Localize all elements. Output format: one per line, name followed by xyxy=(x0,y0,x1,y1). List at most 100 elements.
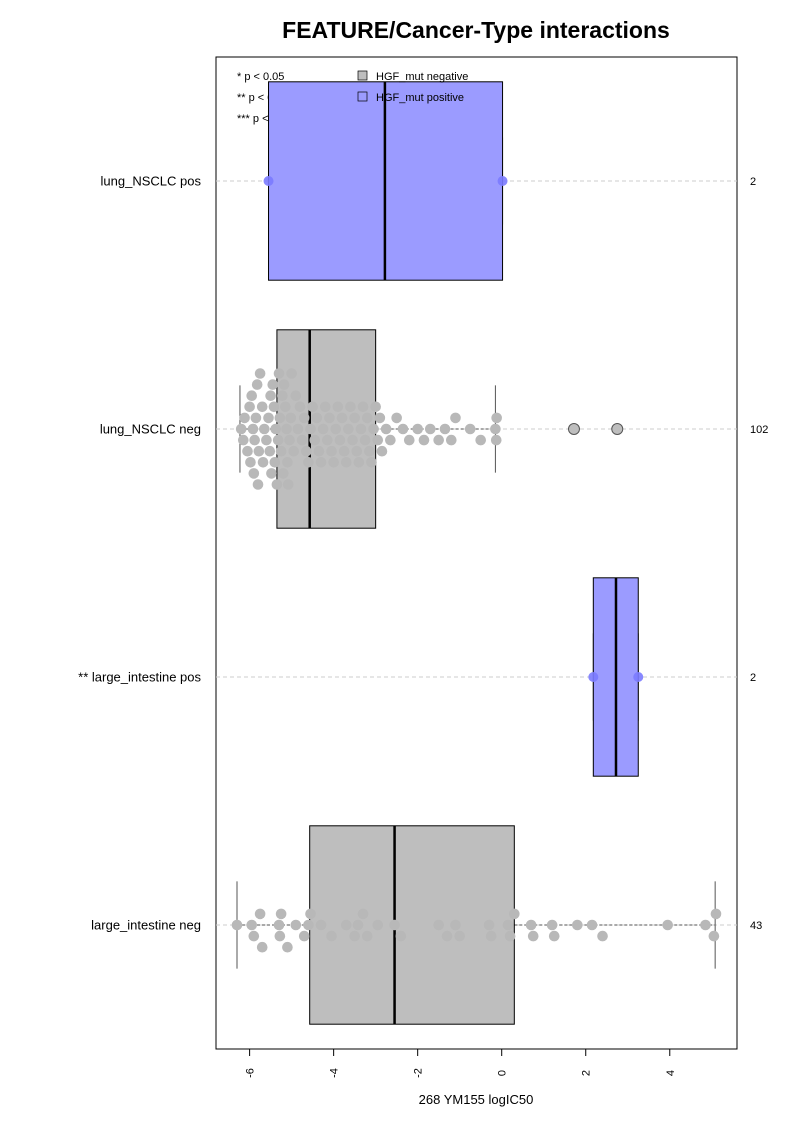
legend-label-negative: HGF_mut negative xyxy=(376,71,468,83)
group-count-1: 102 xyxy=(750,424,768,436)
point-3-8 xyxy=(282,941,293,953)
point-1-62 xyxy=(330,423,342,435)
point-1-26 xyxy=(270,423,281,435)
group-count-2: 2 xyxy=(750,672,756,684)
point-1-14 xyxy=(254,368,266,379)
point-1-63 xyxy=(332,401,344,413)
point-1-58 xyxy=(322,434,333,446)
point-3-22 xyxy=(395,930,407,942)
point-2-0 xyxy=(588,672,599,682)
point-1-8 xyxy=(248,468,260,479)
point-1-37 xyxy=(282,457,293,468)
point-3-15 xyxy=(340,919,352,931)
point-3-20 xyxy=(372,919,384,931)
x-tick-label-4: 2 xyxy=(581,1070,593,1076)
point-1-72 xyxy=(351,445,363,457)
point-1-83 xyxy=(374,412,386,424)
point-3-7 xyxy=(275,908,287,920)
point-1-31 xyxy=(275,445,287,457)
point-3-5 xyxy=(273,919,285,931)
point-1-92 xyxy=(424,423,436,435)
point-1-33 xyxy=(277,468,289,479)
point-1-20 xyxy=(264,445,276,457)
group-3: large_intestine neg 43 xyxy=(91,825,762,1025)
point-1-64 xyxy=(334,434,346,446)
x-axis: -6 -4 -2 0 2 4 xyxy=(245,1049,677,1078)
point-1-73 xyxy=(353,457,365,468)
point-1-12 xyxy=(252,479,264,490)
point-1-3 xyxy=(242,445,253,457)
point-1-90 xyxy=(412,423,423,435)
outlier-1-0 xyxy=(567,423,580,435)
point-3-41 xyxy=(708,930,720,942)
plot-frame xyxy=(215,56,738,1050)
point-3-38 xyxy=(597,930,608,942)
point-3-28 xyxy=(485,930,497,942)
point-1-78 xyxy=(364,445,375,457)
point-1-1 xyxy=(238,434,249,446)
point-3-37 xyxy=(586,919,598,931)
group-label-1: lung_NSCLC neg xyxy=(100,422,201,437)
point-1-80 xyxy=(368,423,379,435)
point-1-21 xyxy=(265,390,276,402)
point-3-29 xyxy=(502,919,514,931)
point-1-100 xyxy=(490,434,502,446)
point-3-11 xyxy=(303,919,314,931)
point-1-60 xyxy=(326,445,337,457)
point-1-39 xyxy=(284,434,295,446)
x-tick-label-1: -4 xyxy=(329,1068,341,1078)
group-2: ** large_intestine pos 2 xyxy=(78,577,756,777)
point-1-91 xyxy=(418,434,430,446)
point-1-99 xyxy=(490,423,501,435)
point-1-98 xyxy=(475,434,487,446)
groups-layer: lung_NSCLC pos 2 lung_NSCLC neg 102 ** large… xyxy=(78,81,768,1025)
point-1-13 xyxy=(253,445,265,457)
point-1-87 xyxy=(391,412,402,424)
box-3 xyxy=(309,825,515,1025)
point-3-13 xyxy=(315,919,327,931)
legend-label-positive: HGF_mut positive xyxy=(376,92,464,104)
group-label-0: lung_NSCLC pos xyxy=(101,174,202,189)
point-3-21 xyxy=(389,919,400,931)
point-1-35 xyxy=(280,401,291,413)
point-1-77 xyxy=(361,412,373,424)
point-3-19 xyxy=(361,930,373,942)
point-3-16 xyxy=(349,930,360,942)
point-1-76 xyxy=(359,434,371,446)
group-label-3: large_intestine neg xyxy=(91,918,201,933)
point-1-19 xyxy=(263,412,274,424)
point-1-48 xyxy=(301,445,312,457)
point-1-44 xyxy=(292,423,304,435)
point-1-6 xyxy=(246,390,258,402)
point-1-74 xyxy=(355,423,367,435)
point-3-32 xyxy=(525,919,537,931)
point-1-15 xyxy=(256,401,268,413)
point-3-39 xyxy=(662,919,673,931)
point-1-25 xyxy=(269,457,281,468)
point-1-82 xyxy=(372,434,384,446)
point-3-1 xyxy=(246,919,258,931)
point-1-18 xyxy=(261,434,272,446)
point-1-66 xyxy=(338,445,350,457)
point-1-95 xyxy=(445,434,457,446)
point-3-24 xyxy=(441,930,453,942)
point-1-9 xyxy=(249,434,260,446)
legend-swatch-positive xyxy=(357,91,368,102)
point-3-12 xyxy=(305,908,316,920)
point-1-29 xyxy=(273,368,285,379)
point-3-35 xyxy=(548,930,560,942)
point-3-2 xyxy=(248,930,260,942)
point-1-69 xyxy=(345,401,356,413)
point-1-45 xyxy=(294,401,306,413)
point-3-10 xyxy=(298,930,310,942)
point-1-7 xyxy=(247,423,259,435)
point-1-57 xyxy=(319,401,331,413)
point-3-0 xyxy=(231,919,243,931)
point-1-2 xyxy=(239,412,250,424)
point-1-0 xyxy=(235,423,247,435)
point-1-38 xyxy=(282,479,294,490)
group-count-3: 43 xyxy=(750,920,762,932)
point-3-26 xyxy=(454,930,465,942)
legend-swatch-negative xyxy=(357,70,368,81)
point-1-93 xyxy=(433,434,444,446)
